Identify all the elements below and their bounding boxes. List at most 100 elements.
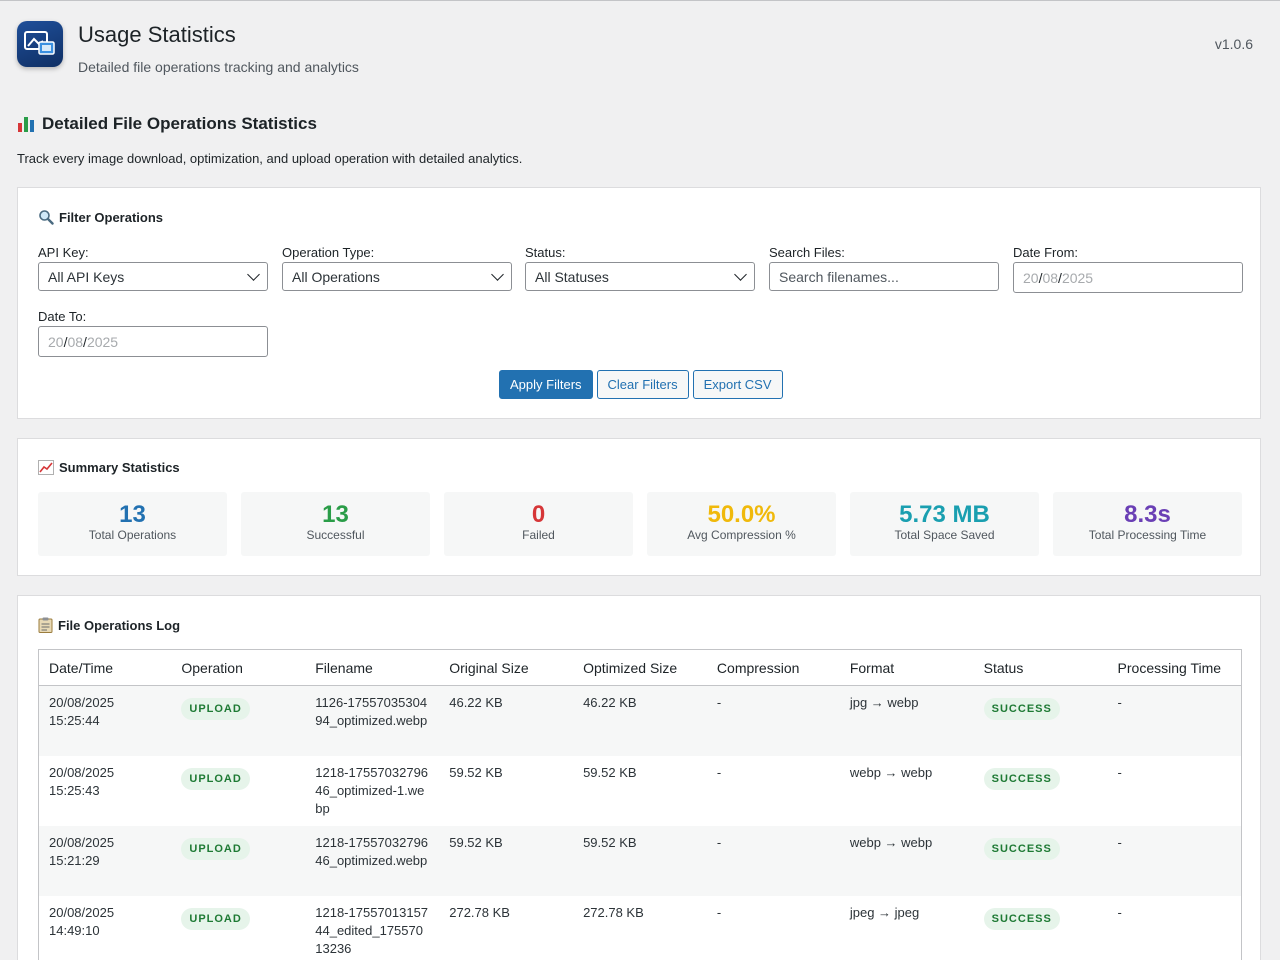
- stat-label: Successful: [306, 528, 365, 542]
- row-compression: -: [716, 695, 722, 710]
- apply-filters-button[interactable]: Apply Filters: [499, 370, 593, 399]
- row-filename: 1218-1755701315744_edited_17557013236: [315, 904, 429, 956]
- status-select[interactable]: All Statuses: [525, 262, 755, 291]
- export-csv-button[interactable]: Export CSV: [692, 370, 783, 399]
- row-time: 15:25:43: [49, 782, 100, 798]
- operations-table: Date/Time Operation Filename Original Size O…: [38, 649, 1242, 960]
- table-row[interactable]: 20/08/2025 15:21:29 UPLOAD 1218-17557032796…: [38, 825, 1242, 896]
- filter-panel: Filter Operations API Key: All API Keys …: [17, 187, 1261, 419]
- stat-label: Total Operations: [88, 528, 177, 542]
- stat-tile: 0 Failed: [444, 492, 633, 556]
- row-compression: -: [716, 834, 722, 850]
- row-original-size: 59.52 KB: [449, 834, 503, 850]
- log-title-text: File Operations Log: [58, 617, 181, 633]
- row-processing-time: -: [1117, 695, 1122, 710]
- row-optimized-size: 59.52 KB: [583, 834, 637, 850]
- date-to-input[interactable]: 20/08/2025: [38, 326, 268, 357]
- operation-type-label: Operation Type:: [282, 245, 375, 260]
- page-subtitle: Detailed file operations tracking and an…: [78, 59, 359, 75]
- date-from-filter: Date From: 20/08/2025: [1013, 245, 1243, 293]
- stat-value: 0: [531, 501, 546, 528]
- stat-value: 8.3s: [1124, 501, 1171, 528]
- table-row[interactable]: 20/08/2025 15:25:44 UPLOAD 1126-17557035304…: [38, 685, 1242, 756]
- stat-label: Avg Compression %: [687, 528, 796, 542]
- api-key-select[interactable]: All API Keys: [38, 262, 268, 291]
- clipboard-icon: [38, 617, 53, 633]
- column-header[interactable]: Operation: [171, 649, 306, 686]
- status-filter: Status: All Statuses: [525, 245, 755, 291]
- column-header[interactable]: Optimized Size: [573, 649, 707, 686]
- column-header[interactable]: Date/Time: [38, 649, 172, 686]
- log-title: File Operations Log: [38, 617, 180, 633]
- status-badge: SUCCESS: [983, 698, 1060, 720]
- table-row[interactable]: 20/08/2025 15:25:43 UPLOAD 1218-17557032796…: [39, 756, 1242, 826]
- api-key-value: All API Keys: [48, 268, 125, 285]
- date-from-input[interactable]: 20/08/2025: [1013, 262, 1243, 293]
- stat-tile: 8.3s Total Processing Time: [1053, 492, 1242, 556]
- stat-label: Total Processing Time: [1088, 528, 1207, 542]
- column-header[interactable]: Processing Time: [1107, 649, 1242, 686]
- operation-type-value: All Operations: [292, 268, 380, 285]
- row-time: 14:49:10: [49, 922, 100, 938]
- row-compression: -: [716, 904, 722, 920]
- table-row[interactable]: 20/08/2025 14:49:10 UPLOAD 1218-17557013157…: [39, 896, 1242, 960]
- date-to-value: 20/08/2025: [48, 333, 119, 350]
- search-label: Search Files:: [769, 245, 845, 260]
- stat-tile: 13 Successful: [241, 492, 430, 556]
- row-processing-time: -: [1117, 834, 1122, 850]
- summary-panel: Summary Statistics 13 Total Operations 13 S…: [17, 438, 1261, 576]
- column-header[interactable]: Format: [839, 649, 974, 686]
- page-header: Usage Statistics Detailed file operation…: [0, 1, 1280, 91]
- row-format: jpg → webp: [849, 695, 919, 710]
- row-optimized-size: 59.52 KB: [583, 764, 637, 780]
- table-header-row: Date/Time Operation Filename Original Size O…: [38, 649, 1242, 686]
- date-from-label: Date From:: [1013, 245, 1079, 260]
- column-header[interactable]: Compression: [706, 649, 840, 686]
- filter-title: Filter Operations: [38, 209, 163, 225]
- row-time: 15:25:44: [49, 713, 100, 728]
- row-format: webp → webp: [849, 834, 933, 850]
- status-badge: SUCCESS: [983, 767, 1060, 790]
- status-value: All Statuses: [535, 268, 609, 285]
- stat-label: Total Space Saved: [894, 528, 995, 542]
- column-header[interactable]: Filename: [305, 649, 440, 686]
- stat-value: 50.0%: [707, 501, 776, 528]
- row-date: 20/08/2025: [49, 834, 115, 850]
- stat-tile: 50.0% Avg Compression %: [647, 492, 836, 556]
- clear-filters-button[interactable]: Clear Filters: [596, 370, 689, 399]
- filter-title-text: Filter Operations: [59, 209, 164, 225]
- search-input[interactable]: Search filenames...: [769, 262, 999, 291]
- operation-badge: UPLOAD: [181, 698, 250, 720]
- page-title: Usage Statistics: [78, 22, 236, 47]
- row-compression: -: [716, 764, 722, 780]
- row-date: 20/08/2025: [49, 695, 115, 710]
- stat-value: 13: [119, 501, 146, 528]
- operation-badge: UPLOAD: [181, 907, 250, 930]
- status-badge: SUCCESS: [983, 907, 1060, 930]
- trend-chart-icon: [38, 460, 54, 475]
- section-description: Track every image download, optimization…: [17, 151, 523, 166]
- app-logo-icon: [17, 21, 63, 67]
- search-filter: Search Files: Search filenames...: [769, 245, 999, 291]
- date-from-value: 20/08/2025: [1023, 269, 1094, 286]
- row-date: 20/08/2025: [49, 904, 115, 920]
- operation-type-select[interactable]: All Operations: [282, 262, 512, 291]
- chevron-down-icon: [247, 267, 260, 281]
- column-header[interactable]: Original Size: [439, 649, 574, 686]
- row-optimized-size: 272.78 KB: [583, 904, 644, 920]
- version-label: v1.0.6: [1214, 36, 1253, 52]
- row-filename: 1218-1755703279646_optimized.webp: [315, 834, 429, 868]
- section-title-text: Detailed File Operations Statistics: [42, 114, 317, 133]
- column-header[interactable]: Status: [973, 649, 1108, 686]
- row-time: 15:21:29: [49, 852, 100, 868]
- row-original-size: 46.22 KB: [449, 695, 503, 710]
- row-format: jpeg → jpeg: [849, 904, 920, 920]
- row-date: 20/08/2025: [49, 764, 115, 780]
- filter-actions: Apply Filters Clear Filters Export CSV: [499, 370, 783, 399]
- section-title: Detailed File Operations Statistics: [18, 114, 317, 134]
- stat-value: 13: [322, 501, 349, 528]
- status-badge: SUCCESS: [983, 837, 1060, 860]
- table-body: 20/08/2025 15:25:44 UPLOAD 1126-17557035304…: [38, 685, 1242, 960]
- stat-label: Failed: [522, 528, 555, 542]
- bar-chart-icon: [18, 116, 36, 132]
